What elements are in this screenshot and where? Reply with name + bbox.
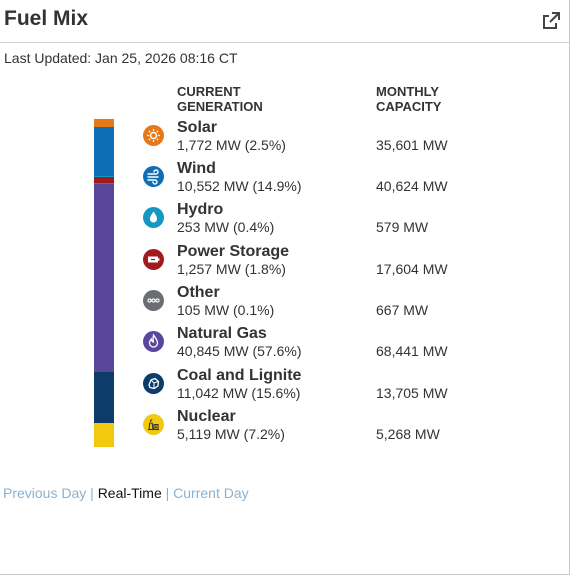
coal-icon: [143, 373, 164, 394]
dots-icon: [143, 290, 164, 311]
fuel-row-natural-gas: Natural Gas 40,845 MW (57.6%) 68,441 MW: [0, 325, 570, 371]
nuclear-plant-icon: [143, 414, 164, 435]
fuel-generation: 10,552 MW (14.9%): [177, 178, 302, 194]
fuel-generation: 105 MW (0.1%): [177, 302, 275, 318]
nav-separator: |: [165, 485, 170, 501]
capacity-header-line1: MONTHLY: [376, 84, 440, 99]
bar-segment-other: [94, 183, 114, 184]
previous-day-link[interactable]: Previous Day: [3, 485, 87, 501]
current-generation-header: CURRENT GENERATION: [177, 84, 263, 114]
fuel-name: Wind: [177, 160, 216, 177]
fuel-name: Natural Gas: [177, 325, 267, 342]
card-title: Fuel Mix: [4, 7, 89, 30]
bar-segment-hydro: [94, 176, 114, 178]
fuel-generation: 5,119 MW (7.2%): [177, 426, 285, 442]
fuel-row-nuclear: Nuclear 5,119 MW (7.2%) 5,268 MW: [0, 408, 570, 454]
bar-segment-natural-gas: [94, 183, 114, 373]
current-header-line2: GENERATION: [177, 99, 263, 114]
water-drop-icon: [143, 207, 164, 228]
monthly-capacity-header: MONTHLY CAPACITY: [376, 84, 441, 114]
fuel-capacity: 667 MW: [376, 302, 429, 318]
fuel-capacity: 68,441 MW: [376, 343, 448, 359]
fuel-capacity: 35,601 MW: [376, 137, 448, 153]
external-link-icon[interactable]: [541, 11, 561, 31]
fuel-capacity: 579 MW: [376, 219, 429, 235]
bar-segment-solar: [94, 119, 114, 128]
fuel-mix-card: Fuel Mix Last Updated: Jan 25, 2026 08:1…: [0, 0, 570, 575]
bar-segment-nuclear: [94, 423, 114, 447]
time-range-nav: Previous Day | Real-Time | Current Day: [3, 485, 249, 501]
bar-segment-wind: [94, 127, 114, 176]
flame-icon: [143, 331, 164, 352]
fuel-row-hydro: Hydro 253 MW (0.4%) 579 MW: [0, 201, 570, 247]
current-day-link[interactable]: Current Day: [173, 485, 249, 501]
fuel-row-coal-and-lignite: Coal and Lignite 11,042 MW (15.6%) 13,70…: [0, 367, 570, 413]
capacity-header-line2: CAPACITY: [376, 99, 442, 114]
fuel-name: Coal and Lignite: [177, 367, 302, 384]
fuel-row-other: Other 105 MW (0.1%) 667 MW: [0, 284, 570, 330]
bar-segment-coal-and-lignite: [94, 372, 114, 424]
bar-segment-power-storage: [94, 177, 114, 184]
fuel-name: Other: [177, 284, 220, 301]
battery-icon: [143, 249, 164, 270]
fuel-generation: 1,772 MW (2.5%): [177, 137, 286, 153]
fuel-generation: 253 MW (0.4%): [177, 219, 275, 235]
fuel-generation: 1,257 MW (1.8%): [177, 261, 286, 277]
fuel-row-power-storage: Power Storage 1,257 MW (1.8%) 17,604 MW: [0, 243, 570, 289]
current-header-line1: CURRENT: [177, 84, 241, 99]
card-header: Fuel Mix: [0, 0, 570, 43]
real-time-link[interactable]: Real-Time: [97, 485, 162, 501]
nav-separator: |: [90, 485, 94, 501]
wind-icon: [143, 166, 164, 187]
fuel-capacity: 40,624 MW: [376, 178, 448, 194]
fuel-name: Hydro: [177, 201, 224, 218]
fuel-generation: 40,845 MW (57.6%): [177, 343, 302, 359]
fuel-generation: 11,042 MW (15.6%): [177, 385, 301, 401]
fuel-capacity: 5,268 MW: [376, 426, 440, 442]
fuel-name: Power Storage: [177, 243, 290, 260]
fuel-capacity: 13,705 MW: [376, 385, 448, 401]
fuel-row-wind: Wind 10,552 MW (14.9%) 40,624 MW: [0, 160, 570, 206]
fuel-name: Nuclear: [177, 408, 236, 425]
last-updated-text: Last Updated: Jan 25, 2026 08:16 CT: [4, 50, 238, 66]
fuel-row-solar: Solar 1,772 MW (2.5%) 35,601 MW: [0, 119, 570, 165]
fuel-name: Solar: [177, 119, 218, 136]
fuel-capacity: 17,604 MW: [376, 261, 448, 277]
sun-icon: [143, 125, 164, 146]
